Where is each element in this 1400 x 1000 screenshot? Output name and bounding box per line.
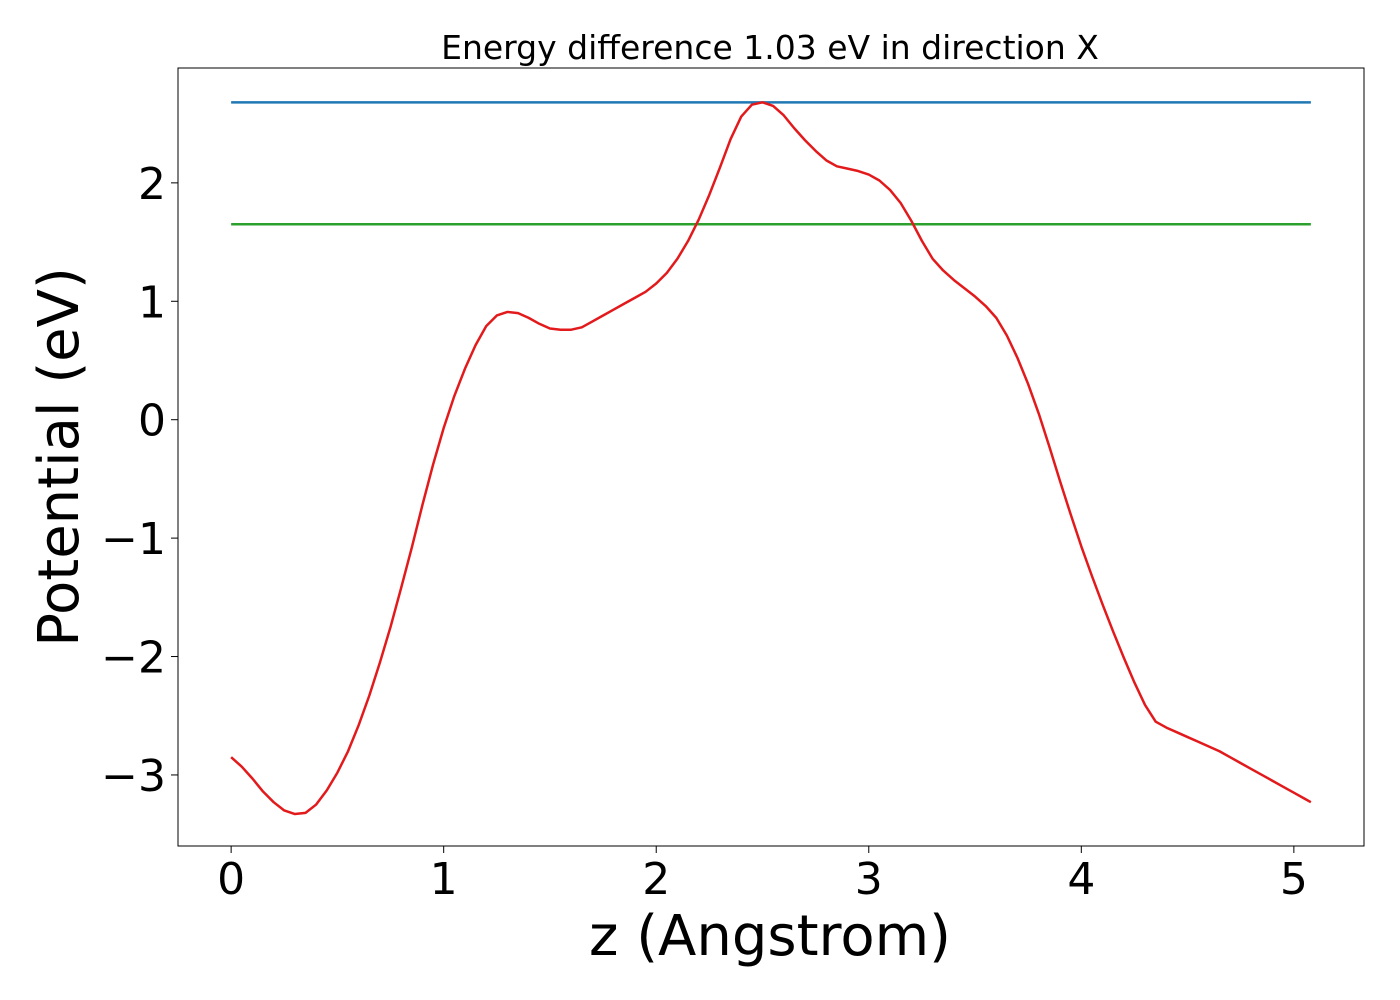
y-tick-label: −3 xyxy=(101,751,166,802)
chart-title: Energy difference 1.03 eV in direction X xyxy=(441,28,1099,67)
y-tick-label: −2 xyxy=(101,633,166,684)
y-tick-label: −1 xyxy=(101,514,166,565)
y-tick-label: 1 xyxy=(138,277,166,328)
x-tick-label: 4 xyxy=(1067,854,1095,905)
y-tick-label: 2 xyxy=(138,159,166,210)
x-tick-label: 1 xyxy=(430,854,458,905)
x-tick-label: 3 xyxy=(855,854,883,905)
x-tick-label: 5 xyxy=(1280,854,1308,905)
y-axis-ticks: −3 −2 −1 0 1 2 xyxy=(101,159,178,802)
x-axis-label: z (Angstrom) xyxy=(589,904,951,969)
axes-frame xyxy=(177,67,1365,847)
x-axis-ticks: 0 1 2 3 4 5 xyxy=(217,846,1308,905)
y-axis-label: Potential (eV) xyxy=(27,267,92,647)
series-line-3 xyxy=(230,101,1312,816)
y-tick-label: 0 xyxy=(138,396,166,447)
x-tick-label: 2 xyxy=(642,854,670,905)
plot-area xyxy=(230,101,1312,816)
x-tick-label: 0 xyxy=(217,854,245,905)
